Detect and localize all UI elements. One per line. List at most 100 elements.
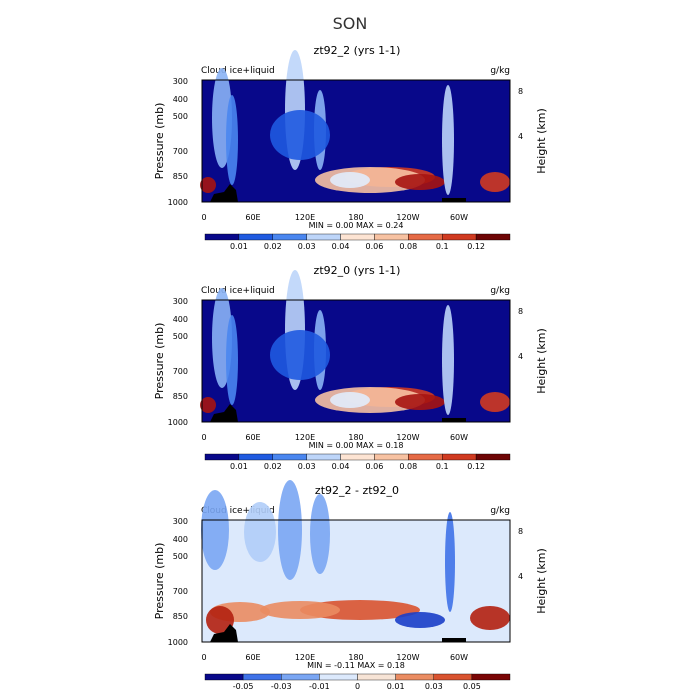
colorbar-label: 0.02 xyxy=(264,242,282,251)
panel-3-y2label: Height (km) xyxy=(535,548,548,614)
panel-1-ylabel: Pressure (mb) xyxy=(153,103,166,180)
panel-3-units-label: g/kg xyxy=(490,506,510,516)
y-tick-700: 700 xyxy=(173,367,188,376)
field-contour xyxy=(330,172,370,188)
panel-1-y2label: Height (km) xyxy=(535,108,548,174)
y2-tick-4: 4 xyxy=(518,132,523,141)
panel-2-ylabel: Pressure (mb) xyxy=(153,323,166,400)
panel-3-height-ticks: 8 4 xyxy=(518,527,523,581)
x-tick-60w: 60W xyxy=(450,433,468,442)
colorbar-swatch xyxy=(319,673,358,681)
field-contour xyxy=(201,490,229,570)
panel-3-frame xyxy=(201,519,511,643)
x-tick-60e: 60E xyxy=(245,213,260,222)
colorbar-label: 0.03 xyxy=(298,462,316,471)
field-contour xyxy=(206,606,234,634)
topography xyxy=(210,404,238,422)
y-tick-700: 700 xyxy=(173,147,188,156)
y-tick-1000: 1000 xyxy=(168,418,188,427)
field-contour xyxy=(270,330,330,380)
y-tick-700: 700 xyxy=(173,587,188,596)
field-contour xyxy=(310,494,330,574)
colorbar-swatch xyxy=(475,233,511,241)
colorbar-label: 0.03 xyxy=(425,682,443,691)
y-tick-850: 850 xyxy=(173,172,188,181)
x-tick-60e: 60E xyxy=(245,433,260,442)
panel-2-lon-ticks: 0 60E 120E 180 120W 60W xyxy=(201,433,468,442)
topography xyxy=(442,638,466,642)
panel-2-pressure-ticks: 300 400 500 700 850 1000 xyxy=(168,297,188,427)
field-contour xyxy=(445,512,455,612)
field-contour xyxy=(200,397,216,413)
colorbar-label: 0.06 xyxy=(366,242,384,251)
field-contour xyxy=(330,392,370,408)
panel-1-units-label: g/kg xyxy=(490,66,510,76)
panel-2-units-label: g/kg xyxy=(490,286,510,296)
field-contour xyxy=(226,315,238,405)
panel-2-variable-label: Cloud ice+liquid xyxy=(201,286,275,296)
panel-2: zt92_0 (yrs 1-1) Cloud ice+liquid g/kg 3… xyxy=(153,264,548,471)
y-tick-300: 300 xyxy=(173,517,188,526)
y-tick-500: 500 xyxy=(173,552,188,561)
topography xyxy=(210,624,238,642)
y-tick-400: 400 xyxy=(173,95,188,104)
y-tick-300: 300 xyxy=(173,77,188,86)
colorbar-label: 0.12 xyxy=(467,242,485,251)
x-tick-0: 0 xyxy=(201,653,206,662)
panel-2-stats: MIN = 0.00 MAX = 0.18 xyxy=(309,441,404,450)
colorbar-label: -0.03 xyxy=(271,682,292,691)
colorbar-swatch xyxy=(281,673,320,681)
colorbar-label: -0.05 xyxy=(233,682,254,691)
colorbar-swatch xyxy=(395,673,434,681)
colorbar-label: 0.08 xyxy=(399,242,417,251)
field-contour xyxy=(278,480,302,580)
panel-3-pressure-ticks: 300 400 500 700 850 1000 xyxy=(168,517,188,647)
y-tick-1000: 1000 xyxy=(168,638,188,647)
colorbar-label: 0.02 xyxy=(264,462,282,471)
colorbar-label: 0.01 xyxy=(230,242,248,251)
colorbar-label: 0.01 xyxy=(387,682,405,691)
panel-1-lon-ticks: 0 60E 120E 180 120W 60W xyxy=(201,213,468,222)
colorbar-swatch xyxy=(238,233,273,241)
y2-tick-4: 4 xyxy=(518,572,523,581)
colorbar-swatch xyxy=(204,233,240,241)
colorbar-swatch xyxy=(442,233,477,241)
colorbar-label: 0.05 xyxy=(463,682,481,691)
colorbar-label: 0.03 xyxy=(298,242,316,251)
colorbar-swatch xyxy=(272,453,307,461)
x-tick-60e: 60E xyxy=(245,653,260,662)
colorbar-label: 0.01 xyxy=(230,462,248,471)
panel-2-colorbar: 0.01 0.02 0.03 0.04 0.06 0.08 0.1 0.12 xyxy=(204,453,511,471)
panel-1: zt92_2 (yrs 1-1) Cloud ice+liquid g/kg 3… xyxy=(153,44,548,251)
field-contour xyxy=(395,612,445,628)
colorbar-swatch xyxy=(306,233,341,241)
field-contour xyxy=(244,502,276,562)
colorbar-swatch xyxy=(357,673,396,681)
x-tick-60w: 60W xyxy=(450,653,468,662)
colorbar-swatch xyxy=(340,453,375,461)
panel-3-field xyxy=(201,480,510,642)
colorbar-swatch xyxy=(238,453,273,461)
panel-3-stats: MIN = -0.11 MAX = 0.18 xyxy=(307,661,405,670)
field-contour xyxy=(200,177,216,193)
y2-tick-4: 4 xyxy=(518,352,523,361)
panel-1-stats: MIN = 0.00 MAX = 0.24 xyxy=(309,221,404,230)
x-tick-120w: 120W xyxy=(396,213,419,222)
panel-1-colorbar: 0.01 0.02 0.03 0.04 0.06 0.08 0.1 0.12 xyxy=(204,233,511,251)
colorbar-label: 0.1 xyxy=(436,462,449,471)
panel-1-variable-label: Cloud ice+liquid xyxy=(201,66,275,76)
panel-3-ylabel: Pressure (mb) xyxy=(153,543,166,620)
colorbar-swatch xyxy=(433,673,473,681)
panel-2-y2label: Height (km) xyxy=(535,328,548,394)
panel-1-frame xyxy=(201,79,511,203)
colorbar-swatch xyxy=(204,453,240,461)
field-contour xyxy=(395,174,445,190)
colorbar-label: 0.04 xyxy=(332,242,350,251)
colorbar-swatch xyxy=(272,233,307,241)
x-tick-120w: 120W xyxy=(396,433,419,442)
x-tick-0: 0 xyxy=(201,213,206,222)
colorbar-swatch xyxy=(340,233,375,241)
colorbar-label: 0 xyxy=(355,682,360,691)
y-tick-400: 400 xyxy=(173,315,188,324)
